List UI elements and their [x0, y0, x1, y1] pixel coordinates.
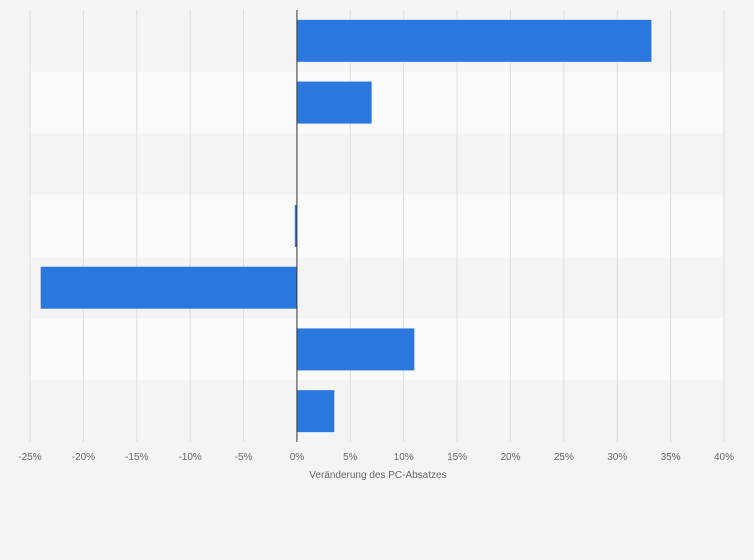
- row-bands: [30, 10, 724, 442]
- x-tick-label: 10%: [394, 452, 414, 463]
- x-tick-label: -25%: [18, 452, 41, 463]
- x-tick-label: -20%: [72, 452, 95, 463]
- bar[interactable]: [296, 328, 415, 371]
- x-tick-label: -10%: [178, 452, 201, 463]
- x-axis-title: Veränderung des PC-Absatzes: [309, 470, 446, 481]
- row-band: [30, 380, 724, 442]
- x-tick-labels: -25% -20% -15% -10% -5% 0% 5% 10% 15% 20% 25% 30% 35…: [18, 452, 734, 463]
- x-tick-label: 30%: [607, 452, 627, 463]
- bar[interactable]: [40, 266, 297, 309]
- bar[interactable]: [294, 205, 297, 247]
- x-tick-label: 40%: [714, 452, 734, 463]
- row-band: [30, 195, 724, 257]
- x-tick-label: -15%: [125, 452, 148, 463]
- x-tick-label: 25%: [554, 452, 574, 463]
- row-band: [30, 133, 724, 196]
- x-tick-label: 0%: [290, 452, 305, 463]
- bar[interactable]: [296, 390, 335, 433]
- bar[interactable]: [296, 19, 652, 62]
- x-tick-label: 35%: [661, 452, 681, 463]
- x-tick-label: -5%: [235, 452, 253, 463]
- x-tick-label: 15%: [447, 452, 467, 463]
- bar[interactable]: [296, 81, 372, 124]
- row-band: [30, 71, 724, 134]
- gridlines: [29, 10, 725, 442]
- x-tick-label: 20%: [500, 452, 520, 463]
- bars: [40, 19, 652, 433]
- x-tick-label: 5%: [343, 452, 358, 463]
